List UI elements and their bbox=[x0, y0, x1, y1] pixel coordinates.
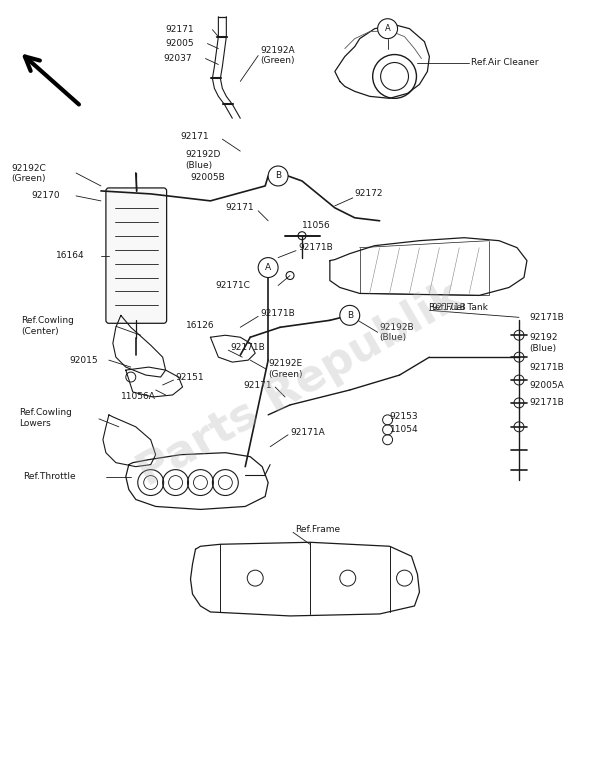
FancyBboxPatch shape bbox=[106, 188, 167, 323]
Circle shape bbox=[340, 305, 360, 326]
Text: 92171B: 92171B bbox=[431, 303, 466, 312]
Text: 92015: 92015 bbox=[69, 356, 98, 364]
Text: 92171B: 92171B bbox=[529, 398, 563, 408]
Circle shape bbox=[514, 422, 524, 432]
Text: Ref.Fuel Tank: Ref.Fuel Tank bbox=[430, 303, 488, 312]
Circle shape bbox=[514, 330, 524, 340]
Circle shape bbox=[286, 271, 294, 280]
Text: Parts Republik: Parts Republik bbox=[130, 274, 470, 495]
Text: Ref.Cowling: Ref.Cowling bbox=[19, 408, 72, 418]
Text: Ref.Frame: Ref.Frame bbox=[295, 525, 340, 534]
Text: 92192C: 92192C bbox=[11, 164, 46, 173]
Circle shape bbox=[377, 19, 398, 39]
Text: Ref.Throttle: Ref.Throttle bbox=[23, 472, 76, 481]
Text: 92171C: 92171C bbox=[215, 281, 250, 290]
Circle shape bbox=[514, 375, 524, 385]
Circle shape bbox=[258, 257, 278, 277]
Text: 92171: 92171 bbox=[181, 132, 209, 141]
Circle shape bbox=[298, 232, 306, 239]
Text: 92192: 92192 bbox=[529, 332, 557, 342]
Text: Ref.Cowling: Ref.Cowling bbox=[21, 316, 74, 325]
Text: 92170: 92170 bbox=[31, 191, 60, 201]
Text: 92037: 92037 bbox=[164, 54, 192, 63]
Text: 92171: 92171 bbox=[166, 25, 194, 34]
Text: 92192A: 92192A bbox=[260, 46, 295, 55]
Text: 92171A: 92171A bbox=[290, 429, 325, 437]
Text: 16126: 16126 bbox=[185, 321, 214, 330]
Text: (Blue): (Blue) bbox=[185, 160, 212, 170]
Circle shape bbox=[514, 352, 524, 362]
Circle shape bbox=[268, 166, 288, 186]
Text: A: A bbox=[265, 263, 271, 272]
Text: (Center): (Center) bbox=[21, 327, 59, 336]
Text: 92192E: 92192E bbox=[268, 359, 302, 367]
Text: 92005B: 92005B bbox=[191, 174, 225, 182]
Text: 11054: 11054 bbox=[389, 425, 418, 434]
Text: 92153: 92153 bbox=[389, 412, 418, 422]
Text: 92192D: 92192D bbox=[185, 150, 221, 159]
Text: 92171B: 92171B bbox=[529, 313, 563, 322]
Text: (Green): (Green) bbox=[260, 56, 295, 65]
Text: 92171: 92171 bbox=[226, 203, 254, 212]
Text: 92171B: 92171B bbox=[298, 243, 333, 252]
Text: A: A bbox=[385, 24, 391, 33]
Text: 11056A: 11056A bbox=[121, 392, 156, 401]
Text: 11056: 11056 bbox=[302, 221, 331, 230]
Text: 92171B: 92171B bbox=[529, 363, 563, 371]
Text: (Blue): (Blue) bbox=[380, 332, 407, 342]
Text: 92005A: 92005A bbox=[529, 381, 563, 390]
Text: Ref.Air Cleaner: Ref.Air Cleaner bbox=[471, 58, 539, 67]
Text: 92171B: 92171B bbox=[260, 309, 295, 318]
Text: 92005: 92005 bbox=[166, 39, 194, 48]
Text: B: B bbox=[275, 171, 281, 181]
Text: (Blue): (Blue) bbox=[529, 343, 556, 353]
Text: 92171: 92171 bbox=[243, 381, 272, 390]
Text: Lowers: Lowers bbox=[19, 419, 51, 429]
Text: 92171B: 92171B bbox=[230, 343, 265, 352]
Text: B: B bbox=[347, 311, 353, 320]
Text: (Green): (Green) bbox=[11, 174, 46, 184]
Text: 16164: 16164 bbox=[56, 251, 85, 260]
Text: (Green): (Green) bbox=[268, 370, 302, 378]
Circle shape bbox=[514, 398, 524, 408]
Text: 92192B: 92192B bbox=[380, 322, 414, 332]
Text: 92151: 92151 bbox=[176, 373, 204, 381]
Text: 92172: 92172 bbox=[355, 189, 383, 198]
